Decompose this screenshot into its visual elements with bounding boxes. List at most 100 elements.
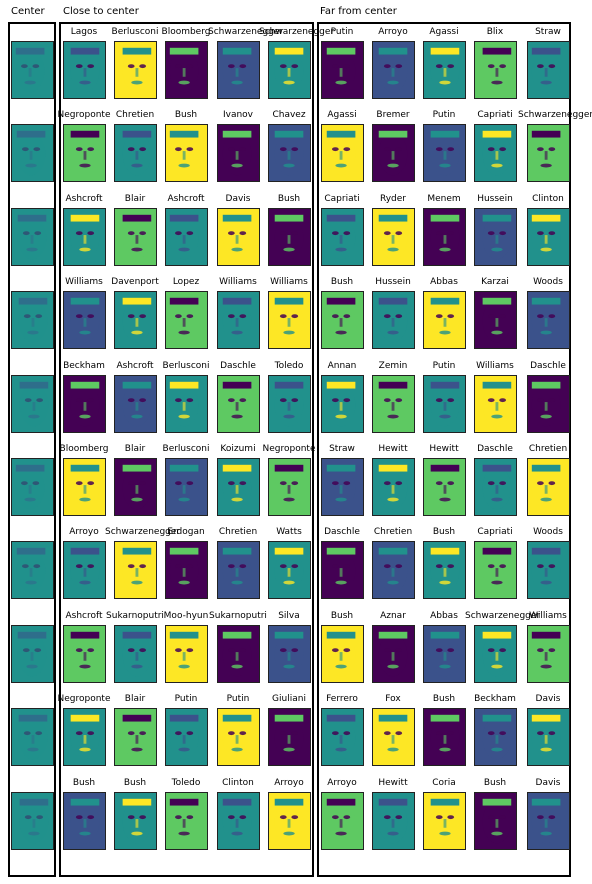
far-face-name-label: Abbas (430, 277, 458, 287)
close-face-name-label: Ivanov (222, 110, 254, 120)
far-face-name-label: Bush (432, 694, 456, 704)
close-face-image (268, 458, 311, 516)
far-face-image (423, 458, 466, 516)
close-face-image (114, 792, 157, 850)
close-face-name-label: Schwarzenegger (208, 27, 284, 37)
far-face-image (372, 792, 415, 850)
center-face-image (11, 208, 54, 266)
far-face-image (527, 458, 570, 516)
close-face-name-label: Blair (124, 194, 146, 204)
close-face-image (165, 291, 208, 349)
close-face-name-label: Chavez (272, 110, 306, 120)
close-face-name-label: Williams (219, 277, 257, 287)
close-panel-frame (59, 22, 314, 877)
close-face-image (63, 124, 106, 182)
close-face-name-label: Davenport (111, 277, 159, 287)
far-face-name-label: Annan (327, 361, 357, 371)
close-face-image (114, 458, 157, 516)
far-face-name-label: Bremer (376, 110, 410, 120)
close-face-name-label: Toledo (171, 778, 201, 788)
far-face-image (474, 41, 517, 99)
close-face-image (165, 541, 208, 599)
close-face-image (268, 625, 311, 683)
far-face-image (321, 291, 364, 349)
far-face-name-label: Karzai (481, 277, 509, 287)
far-face-image (321, 375, 364, 433)
far-face-name-label: Agassi (429, 27, 459, 37)
far-face-image (423, 375, 466, 433)
far-face-image (527, 291, 570, 349)
far-face-image (474, 541, 517, 599)
far-face-name-label: Straw (535, 27, 561, 37)
far-face-name-label: Schwarzenegger (518, 110, 592, 120)
close-face-image (114, 375, 157, 433)
far-face-name-label: Abbas (430, 611, 458, 621)
far-face-name-label: Daschle (324, 527, 360, 537)
far-face-image (474, 625, 517, 683)
far-face-image (372, 291, 415, 349)
close-face-image (268, 41, 311, 99)
close-face-name-label: Lopez (172, 277, 200, 287)
far-face-image (474, 792, 517, 850)
close-face-name-label: Moo-hyun (163, 611, 209, 621)
far-face-image (372, 41, 415, 99)
center-face-image (11, 124, 54, 182)
far-face-image (321, 541, 364, 599)
far-face-image (321, 124, 364, 182)
far-face-image (474, 208, 517, 266)
far-face-name-label: Bush (432, 527, 456, 537)
close-face-name-label: Negroponte (262, 444, 316, 454)
far-face-name-label: Woods (533, 527, 563, 537)
far-face-image (423, 625, 466, 683)
far-face-image (372, 208, 415, 266)
far-face-name-label: Clinton (532, 194, 564, 204)
close-face-image (217, 124, 260, 182)
far-face-name-label: Straw (329, 444, 355, 454)
far-face-image (527, 625, 570, 683)
close-face-image (165, 458, 208, 516)
close-face-image (63, 625, 106, 683)
far-face-image (321, 708, 364, 766)
close-face-name-label: Arroyo (69, 527, 99, 537)
close-face-name-label: Williams (270, 277, 308, 287)
far-face-image (372, 458, 415, 516)
far-face-name-label: Arroyo (378, 27, 408, 37)
close-face-name-label: Bush (174, 110, 198, 120)
far-face-image (474, 124, 517, 182)
far-face-image (423, 41, 466, 99)
close-face-name-label: Sukarnoputri (106, 611, 164, 621)
close-face-name-label: Sukarnoputri (209, 611, 267, 621)
close-face-image (63, 291, 106, 349)
far-face-name-label: Blix (486, 27, 504, 37)
far-face-name-label: Hewitt (378, 444, 408, 454)
far-face-image (321, 792, 364, 850)
close-face-image (217, 375, 260, 433)
close-face-name-label: Bush (123, 778, 147, 788)
far-face-name-label: Williams (529, 611, 567, 621)
close-face-name-label: Toledo (274, 361, 304, 371)
center-panel-frame (8, 22, 56, 877)
close-face-image (114, 291, 157, 349)
close-face-image (165, 625, 208, 683)
close-face-name-label: Berlusconi (162, 444, 210, 454)
close-face-name-label: Daschle (220, 361, 256, 371)
close-face-image (268, 792, 311, 850)
far-face-name-label: Daschle (477, 444, 513, 454)
far-face-name-label: Hewitt (429, 444, 459, 454)
close-face-image (268, 375, 311, 433)
far-face-name-label: Putin (432, 361, 456, 371)
far-face-name-label: Hussein (477, 194, 513, 204)
close-face-name-label: Ashcroft (167, 194, 205, 204)
far-face-image (423, 541, 466, 599)
far-face-name-label: Davis (535, 694, 561, 704)
far-face-name-label: Menem (427, 194, 461, 204)
far-face-name-label: Chretien (528, 444, 568, 454)
far-face-name-label: Capriati (324, 194, 360, 204)
far-face-name-label: Ryder (379, 194, 407, 204)
close-face-name-label: Bloomberg (59, 444, 109, 454)
close-face-image (268, 291, 311, 349)
far-face-image (321, 208, 364, 266)
close-face-image (217, 458, 260, 516)
far-face-name-label: Zemin (378, 361, 408, 371)
far-face-name-label: Hewitt (378, 778, 408, 788)
